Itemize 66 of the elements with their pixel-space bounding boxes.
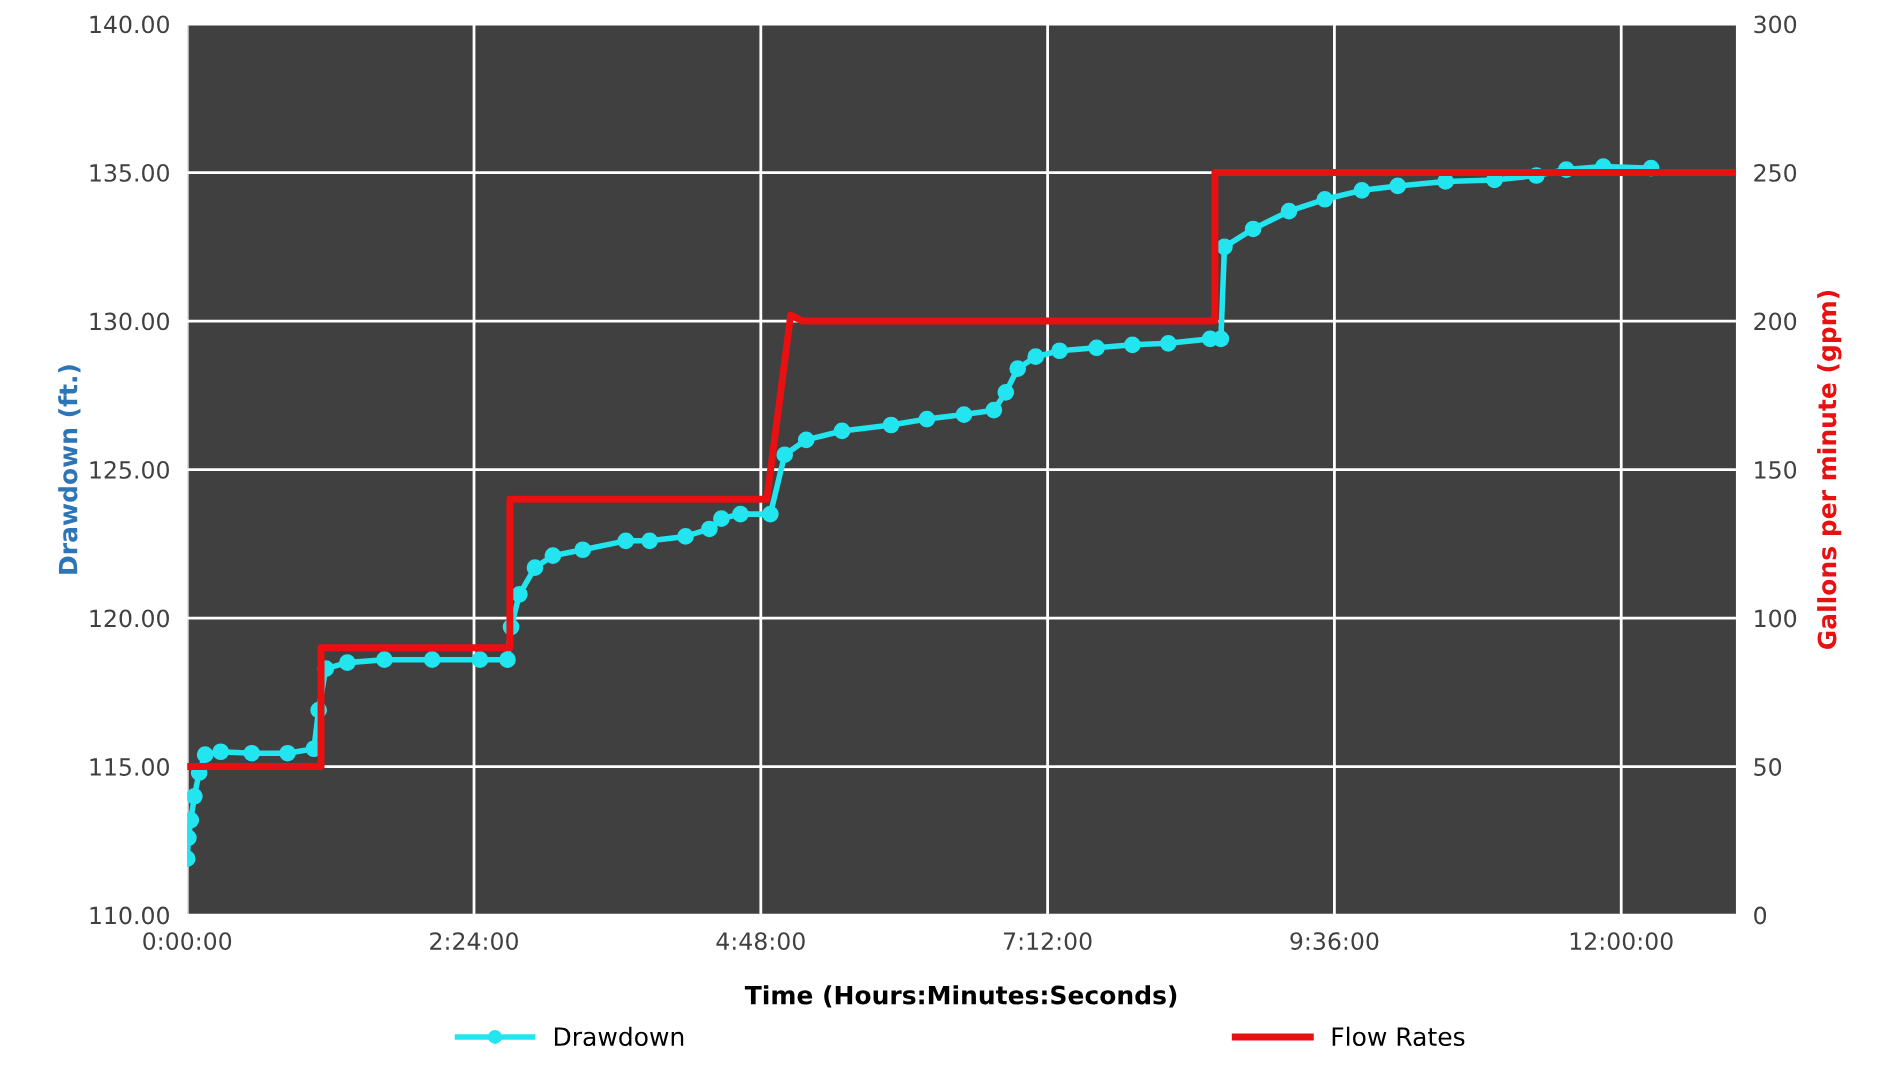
point (1389, 177, 1407, 195)
point (1088, 339, 1105, 357)
y2-tick-label: 300 (1754, 15, 1797, 34)
point (1159, 334, 1177, 352)
point (1051, 342, 1068, 360)
x-tick-label: 7:12:00 (1004, 932, 1092, 951)
point (762, 505, 779, 523)
point (882, 416, 900, 434)
x-tick-label: 0:00:00 (143, 932, 232, 951)
point (797, 431, 815, 449)
point (1124, 336, 1141, 354)
y2-tick-label: 0 (1754, 906, 1767, 925)
y-tick-label: 115.00 (90, 758, 169, 776)
point (574, 541, 592, 559)
y2-tick-label: 100 (1755, 609, 1797, 628)
point (1009, 360, 1027, 377)
point (243, 744, 261, 762)
x-tick-label: 4:48:00 (716, 932, 805, 951)
y2-tick-label: 50 (1754, 758, 1782, 776)
legend-label: Drawdown (554, 1026, 684, 1047)
x-tick-label: 9:36:00 (1290, 932, 1379, 951)
point (701, 520, 718, 538)
point (544, 547, 562, 565)
point (279, 744, 296, 762)
point (339, 654, 356, 671)
point (471, 651, 489, 668)
point (212, 743, 230, 761)
y-tick-label: 135.00 (90, 163, 169, 182)
point (641, 532, 659, 550)
point (997, 383, 1015, 401)
y2-tick-label: 250 (1754, 163, 1797, 182)
point (187, 787, 203, 805)
y-tick-label: 110.00 (90, 906, 169, 925)
y-tick-label: 130.00 (90, 312, 169, 331)
point (617, 532, 635, 550)
y-axis-title: Drawdown (ft.) (58, 365, 81, 574)
point (955, 406, 973, 423)
point (1216, 238, 1233, 256)
point (423, 651, 441, 668)
y2-tick-label: 200 (1754, 312, 1797, 331)
point (1027, 348, 1044, 366)
y2-axis-title: Gallons per minute (gpm) (1817, 290, 1842, 650)
point (376, 651, 393, 668)
x-axis-title: Time (Hours:Minutes:Seconds) (744, 985, 1177, 1008)
y-tick-label: 140.00 (90, 15, 169, 34)
point (833, 422, 851, 440)
legend-label: Flow Rates (1332, 1026, 1465, 1047)
point (196, 746, 214, 764)
point (1280, 202, 1298, 220)
y-tick-label: 125.00 (90, 461, 169, 479)
point (776, 446, 794, 464)
point (713, 510, 730, 527)
point (985, 401, 1003, 419)
y-tick-label: 120.00 (90, 609, 169, 628)
point (1353, 182, 1371, 199)
point (1244, 220, 1262, 238)
point (732, 505, 749, 523)
x-tick-label: 12:00:00 (1570, 932, 1673, 951)
point (1316, 190, 1334, 208)
point (526, 559, 544, 576)
point (499, 651, 516, 668)
y2-tick-label: 150 (1755, 461, 1797, 479)
x-tick-label: 2:24:00 (430, 932, 518, 951)
point (918, 410, 936, 428)
point (511, 585, 528, 603)
point (677, 528, 694, 545)
